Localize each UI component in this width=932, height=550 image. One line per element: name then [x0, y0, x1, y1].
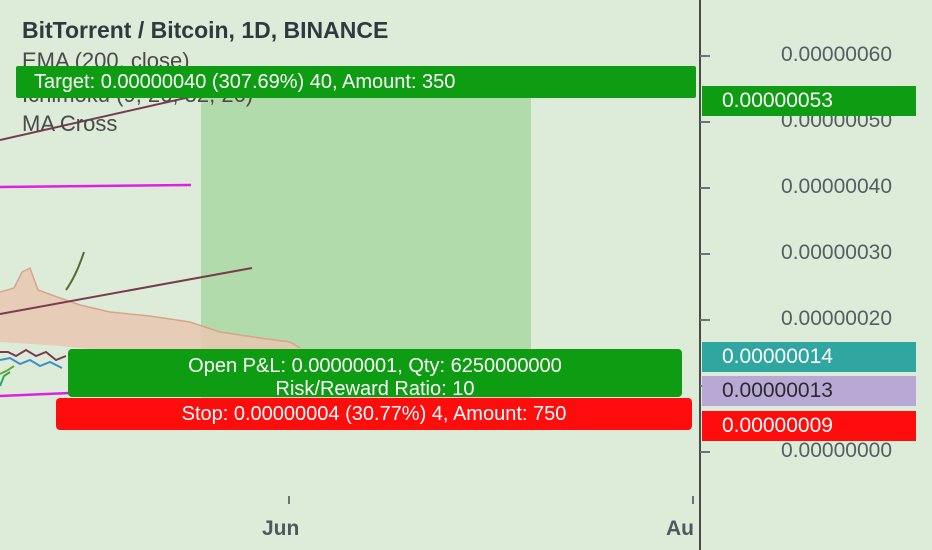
trend-line-upper	[0, 91, 213, 141]
risk-reward-text: Risk/Reward Ratio: 10	[275, 378, 475, 400]
x-tick-label-jun: Jun	[262, 517, 300, 540]
y-tick-label: 0.00000040	[781, 175, 892, 198]
price-series	[0, 348, 67, 387]
ema-line-lower	[0, 391, 71, 398]
stop-label[interactable]: Stop: 0.00000004 (30.77%) 4, Amount: 750	[56, 398, 692, 430]
trend-line-lower	[0, 267, 253, 315]
y-tick-label: 0.00000060	[781, 43, 892, 66]
cloud-upper-edge	[0, 266, 301, 349]
y-tick-label: 0.00000020	[781, 307, 892, 330]
y-tick-label: 0.00000030	[781, 241, 892, 264]
ichimoku-cloud	[0, 268, 300, 370]
y-tick-label: 0.00000000	[781, 439, 892, 462]
chikou-line	[65, 251, 85, 291]
current-price-tag: 0.00000014	[702, 342, 916, 372]
target-price-tag: 0.00000053	[702, 86, 916, 116]
entry-price-tag: 0.00000013	[702, 376, 916, 406]
x-tick-label-aug: Au	[666, 517, 694, 540]
target-label[interactable]: Target: 0.00000040 (307.69%) 40, Amount:…	[16, 66, 696, 98]
chart-title: BitTorrent / Bitcoin, 1D, BINANCE	[22, 17, 389, 43]
stop-price-tag: 0.00000009	[702, 411, 916, 441]
pnl-label[interactable]: Open P&L: 0.00000001, Qty: 6250000000 Ri…	[68, 349, 682, 400]
open-pnl-text: Open P&L: 0.00000001, Qty: 6250000000	[188, 355, 562, 377]
ema-line-upper	[0, 183, 192, 189]
profit-zone	[201, 98, 531, 358]
y-axis-ticks	[700, 55, 710, 453]
legend-ma-cross[interactable]: MA Cross	[22, 111, 118, 136]
